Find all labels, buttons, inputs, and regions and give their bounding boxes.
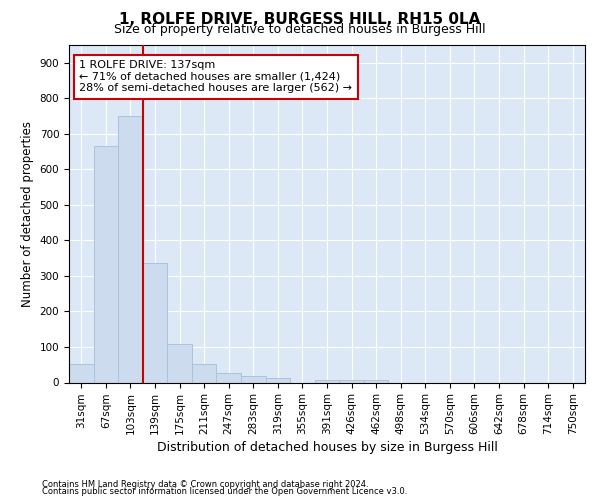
Bar: [118, 116, 143, 382]
Bar: [339, 380, 364, 382]
Bar: [266, 378, 290, 382]
Bar: [167, 344, 192, 383]
Bar: [217, 373, 241, 382]
X-axis label: Distribution of detached houses by size in Burgess Hill: Distribution of detached houses by size …: [157, 442, 497, 454]
Text: 1, ROLFE DRIVE, BURGESS HILL, RH15 0LA: 1, ROLFE DRIVE, BURGESS HILL, RH15 0LA: [119, 12, 481, 26]
Bar: [192, 364, 217, 382]
Text: Contains public sector information licensed under the Open Government Licence v3: Contains public sector information licen…: [42, 488, 407, 496]
Bar: [315, 380, 339, 382]
Bar: [143, 264, 167, 382]
Text: 1 ROLFE DRIVE: 137sqm
← 71% of detached houses are smaller (1,424)
28% of semi-d: 1 ROLFE DRIVE: 137sqm ← 71% of detached …: [79, 60, 352, 94]
Bar: [69, 364, 94, 382]
Text: Contains HM Land Registry data © Crown copyright and database right 2024.: Contains HM Land Registry data © Crown c…: [42, 480, 368, 489]
Y-axis label: Number of detached properties: Number of detached properties: [21, 120, 34, 306]
Bar: [241, 376, 266, 382]
Text: Size of property relative to detached houses in Burgess Hill: Size of property relative to detached ho…: [114, 23, 486, 36]
Bar: [364, 380, 388, 382]
Bar: [94, 146, 118, 382]
